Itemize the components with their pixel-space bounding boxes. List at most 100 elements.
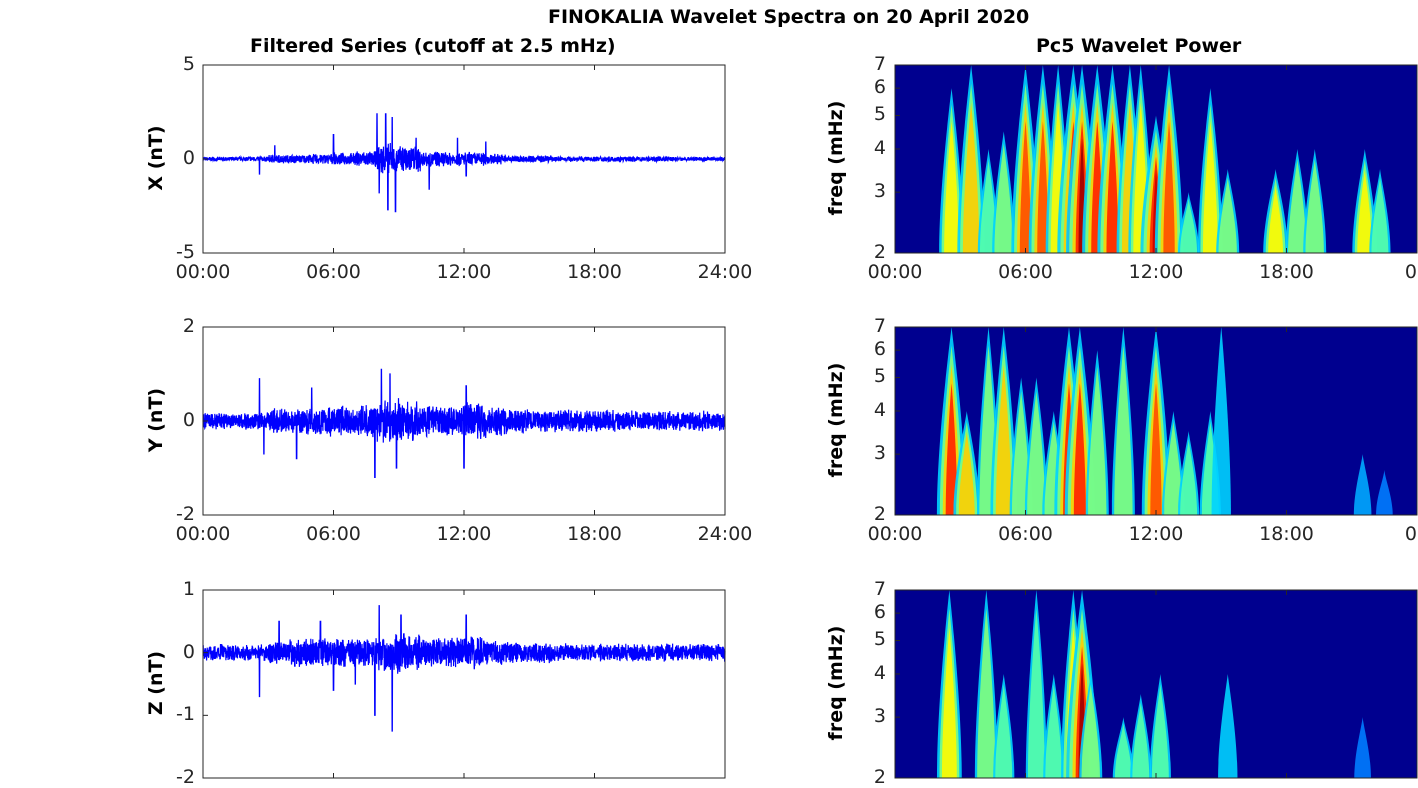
x-tick-label: 12:00 <box>1128 261 1184 283</box>
wavelet-power-blob <box>1180 198 1198 253</box>
x-tick-label: 00:00 <box>175 261 231 283</box>
y-axis-label: Y (nT) <box>145 387 167 453</box>
wavelet-power-blob <box>1288 159 1307 253</box>
wavelet-power-blob <box>994 143 1013 253</box>
data-series-line <box>202 605 726 732</box>
x-tick-label: 00:00 <box>867 261 923 283</box>
y-tick-label: 0 <box>182 147 195 169</box>
wavelet-power-blob <box>1211 327 1231 515</box>
y-tick-label: -2 <box>176 766 195 788</box>
left-panel-title: Filtered Series (cutoff at 2.5 mHz) <box>250 35 616 57</box>
wavelet-power-blob <box>1354 717 1371 778</box>
y-tick-label: 3 <box>873 705 886 728</box>
wavelet-power-blob <box>977 608 996 778</box>
wavelet-power-blob <box>1202 121 1218 253</box>
y-tick-label: 7 <box>873 53 886 75</box>
wavelet-power-blob <box>1037 121 1049 253</box>
line-panel <box>202 589 726 779</box>
y-axis-label: freq (mHz) <box>825 100 847 216</box>
wavelet-panel <box>894 326 1418 516</box>
x-tick-label: 12:00 <box>436 261 492 283</box>
wavelet-power-blob <box>1164 421 1183 515</box>
figure-title: FINOKALIA Wavelet Spectra on 20 April 20… <box>548 6 1030 28</box>
wavelet-power-blob <box>941 627 957 778</box>
wavelet-power-blob <box>958 431 975 515</box>
wavelet-power-blob <box>962 102 980 253</box>
wavelet-power-blob <box>1114 723 1132 778</box>
wavelet-power-blob <box>945 383 958 515</box>
y-axis-label: freq (mHz) <box>825 625 847 741</box>
x-tick-label: 00 <box>1404 261 1418 283</box>
x-tick-label: 06:00 <box>998 261 1053 283</box>
y-tick-label: 0 <box>182 409 195 431</box>
y-tick-label: 5 <box>873 365 886 388</box>
x-tick-label: 00:00 <box>867 523 923 545</box>
x-tick-label: 18:00 <box>1259 261 1314 283</box>
wavelet-power-blob <box>1357 169 1373 253</box>
wavelet-power-blob <box>980 159 998 253</box>
wavelet-power-blob <box>1371 177 1389 253</box>
y-tick-label: 5 <box>873 628 886 651</box>
x-tick-label: 00 <box>1404 523 1418 545</box>
wavelet-power-blob <box>1180 439 1198 515</box>
wavelet-power-blob <box>944 121 959 253</box>
y-tick-label: 2 <box>873 503 886 525</box>
wavelet-power-blob <box>1353 454 1372 515</box>
x-tick-label: 12:00 <box>436 523 492 545</box>
line-panel <box>202 326 726 516</box>
heatmap-marks <box>936 327 1393 515</box>
wavelet-panel <box>894 64 1418 254</box>
line-panel <box>202 64 726 254</box>
y-tick-label: 5 <box>873 103 886 126</box>
y-axis-label: Z (nT) <box>145 650 167 716</box>
wavelet-power-blob <box>1027 391 1046 515</box>
wavelet-power-blob <box>1073 383 1086 515</box>
x-tick-label: 06:00 <box>306 523 361 545</box>
wavelet-power-blob <box>1019 121 1032 253</box>
x-tick-label: 18:00 <box>567 523 622 545</box>
wavelet-power-blob <box>1106 121 1119 253</box>
x-tick-label: 00:00 <box>175 523 231 545</box>
wavelet-power-blob <box>1011 391 1031 515</box>
x-tick-label: 18:00 <box>1259 523 1314 545</box>
wavelet-power-blob <box>1132 702 1150 778</box>
y-axis-label: X (nT) <box>145 125 167 191</box>
y-tick-label: 1 <box>182 578 195 600</box>
y-tick-label: 0 <box>182 640 195 663</box>
x-tick-label: 12:00 <box>1128 523 1184 545</box>
data-series-line <box>202 368 726 478</box>
y-tick-label: 4 <box>873 661 886 684</box>
y-tick-label: 4 <box>873 398 886 421</box>
data-series-line <box>202 113 726 213</box>
heatmap-marks <box>936 590 1371 778</box>
wavelet-power-blob <box>1150 383 1162 515</box>
wavelet-power-blob <box>1376 469 1393 515</box>
y-tick-label: 2 <box>182 315 195 337</box>
x-tick-label: 24:00 <box>697 523 753 545</box>
plot-area <box>203 590 725 778</box>
y-tick-label: 5 <box>182 53 195 75</box>
wavelet-power-blob <box>1088 366 1107 515</box>
right-panel-title: Pc5 Wavelet Power <box>1036 35 1242 57</box>
wavelet-power-blob <box>995 364 1012 515</box>
wavelet-power-blob <box>995 684 1013 778</box>
wavelet-power-blob <box>1305 159 1324 253</box>
heatmap-marks <box>939 65 1391 253</box>
y-tick-label: -1 <box>176 703 195 726</box>
wavelet-power-blob <box>1114 345 1133 515</box>
x-tick-label: 06:00 <box>998 523 1053 545</box>
y-tick-label: 7 <box>873 315 886 337</box>
wavelet-power-blob <box>1218 673 1238 778</box>
y-tick-label: -2 <box>176 503 195 525</box>
wavelet-power-blob <box>1027 608 1045 778</box>
y-tick-label: 3 <box>873 442 886 465</box>
wavelet-power-blob <box>1151 684 1169 778</box>
wavelet-power-blob <box>1163 121 1175 253</box>
y-tick-label: 6 <box>873 601 886 624</box>
y-tick-label: 6 <box>873 76 886 99</box>
y-axis-label: freq (mHz) <box>825 362 847 478</box>
wavelet-power-blob <box>1268 185 1284 253</box>
y-tick-label: 2 <box>873 241 886 263</box>
x-tick-label: 06:00 <box>306 261 361 283</box>
